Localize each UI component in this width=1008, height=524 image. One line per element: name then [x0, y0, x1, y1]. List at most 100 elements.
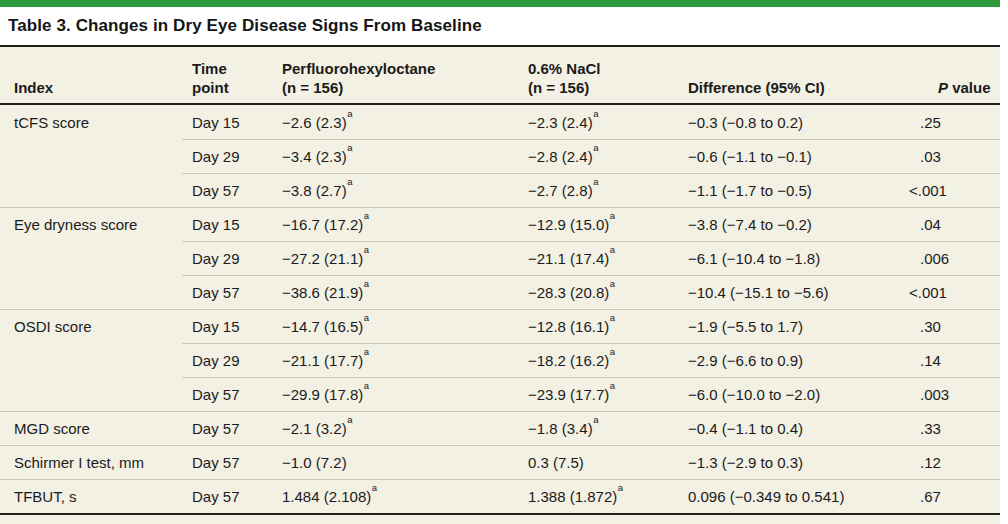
- title-band: Table 3. Changes in Dry Eye Disease Sign…: [0, 7, 1000, 45]
- table-row: Day 29−27.2 (21.1)a−21.1 (17.4)a−6.1 (−1…: [0, 241, 1000, 275]
- footnote-marker: a: [364, 380, 369, 391]
- cell-index: TFBUT, s: [0, 488, 182, 505]
- cell-nacl: −2.8 (2.4)a: [518, 147, 678, 165]
- table-row: Day 57−29.9 (17.8)a−23.9 (17.7)a−6.0 (−1…: [0, 377, 1000, 411]
- table-row: Day 57−3.8 (2.7)a−2.7 (2.8)a−1.1 (−1.7 t…: [0, 173, 1000, 207]
- group-separator-rule: [0, 309, 1000, 310]
- cell-diff: −2.9 (−6.6 to 0.9): [678, 352, 910, 369]
- footnote-marker: a: [610, 210, 615, 221]
- cell-p: <.001: [899, 284, 1000, 301]
- table-row: Day 57−38.6 (21.9)a−28.3 (20.8)a−10.4 (−…: [0, 275, 1000, 309]
- column-header-index: Index: [0, 79, 182, 103]
- group-separator-rule: [0, 207, 1000, 208]
- cell-diff: −0.3 (−0.8 to 0.2): [678, 114, 910, 131]
- column-header-diff: Difference (95% CI): [678, 79, 910, 103]
- cell-nacl: −21.1 (17.4)a: [518, 249, 678, 267]
- cell-time: Day 15: [182, 318, 272, 335]
- footnote-marker: a: [610, 278, 615, 289]
- table-row: TFBUT, sDay 571.484 (2.108)a1.388 (1.872…: [0, 479, 1000, 513]
- footnote-marker: a: [364, 278, 369, 289]
- cell-p: .25: [910, 114, 1000, 131]
- cell-diff: −6.1 (−10.4 to −1.8): [678, 250, 910, 267]
- cell-time: Day 57: [182, 182, 272, 199]
- table-row: Schirmer I test, mmDay 57−1.0 (7.2)0.3 (…: [0, 445, 1000, 479]
- column-header-p: P value: [910, 79, 1000, 103]
- cell-drug: −1.0 (7.2): [272, 454, 518, 471]
- footnote-marker: a: [347, 142, 352, 153]
- footnote-marker: a: [593, 108, 598, 119]
- cell-time: Day 15: [182, 114, 272, 131]
- cell-diff: −0.4 (−1.1 to 0.4): [678, 420, 910, 437]
- cell-diff: −1.9 (−5.5 to 1.7): [678, 318, 910, 335]
- cell-p: .003: [910, 386, 1000, 403]
- cell-diff: −6.0 (−10.0 to −2.0): [678, 386, 910, 403]
- cell-drug: −2.6 (2.3)a: [272, 113, 518, 131]
- cell-drug: −3.4 (2.3)a: [272, 147, 518, 165]
- cell-drug: −27.2 (21.1)a: [272, 249, 518, 267]
- row-separator-rule: [182, 139, 1000, 140]
- cell-p: .006: [910, 250, 1000, 267]
- footnote-marker: a: [593, 414, 598, 425]
- cell-nacl: −28.3 (20.8)a: [518, 283, 678, 301]
- column-header-time: Time point: [182, 60, 272, 103]
- cell-drug: −29.9 (17.8)a: [272, 385, 518, 403]
- cell-nacl: −12.9 (15.0)a: [518, 215, 678, 233]
- cell-nacl: −2.3 (2.4)a: [518, 113, 678, 131]
- footnote-marker: a: [618, 482, 623, 493]
- column-header-drug: Perfluorohexyloctane (n = 156): [272, 60, 518, 103]
- cell-index: tCFS score: [0, 114, 182, 131]
- cell-diff: −1.3 (−2.9 to 0.3): [678, 454, 910, 471]
- footnote-marker: a: [372, 482, 377, 493]
- cell-time: Day 29: [182, 250, 272, 267]
- row-separator-rule: [182, 275, 1000, 276]
- accent-bar: [0, 0, 1000, 7]
- group-separator-rule: [0, 445, 1000, 446]
- cell-p: .67: [910, 488, 1000, 505]
- footnote-marker: a: [610, 380, 615, 391]
- table-row: tCFS scoreDay 15−2.6 (2.3)a−2.3 (2.4)a−0…: [0, 105, 1000, 139]
- footnote-marker: a: [364, 312, 369, 323]
- cell-p: .12: [910, 454, 1000, 471]
- cell-time: Day 57: [182, 420, 272, 437]
- row-separator-rule: [182, 377, 1000, 378]
- column-header-nacl: 0.6% NaCl (n = 156): [518, 60, 678, 103]
- table-row: MGD scoreDay 57−2.1 (3.2)a−1.8 (3.4)a−0.…: [0, 411, 1000, 445]
- table-row: Eye dryness scoreDay 15−16.7 (17.2)a−12.…: [0, 207, 1000, 241]
- cell-diff: 0.096 (−0.349 to 0.541): [678, 488, 910, 505]
- cell-drug: 1.484 (2.108)a: [272, 487, 518, 505]
- cell-time: Day 15: [182, 216, 272, 233]
- cell-nacl: −23.9 (17.7)a: [518, 385, 678, 403]
- cell-index: Schirmer I test, mm: [0, 454, 182, 471]
- cell-drug: −2.1 (3.2)a: [272, 419, 518, 437]
- cell-nacl: −1.8 (3.4)a: [518, 419, 678, 437]
- cell-index: OSDI score: [0, 318, 182, 335]
- table-title: Table 3. Changes in Dry Eye Disease Sign…: [8, 16, 482, 36]
- cell-nacl: 1.388 (1.872)a: [518, 487, 678, 505]
- table-bottom-rule: [0, 513, 1000, 515]
- cell-p: .04: [910, 216, 1000, 233]
- table-row: OSDI scoreDay 15−14.7 (16.5)a−12.8 (16.1…: [0, 309, 1000, 343]
- cell-p: .33: [910, 420, 1000, 437]
- cell-drug: −38.6 (21.9)a: [272, 283, 518, 301]
- row-separator-rule: [182, 343, 1000, 344]
- cell-drug: −3.8 (2.7)a: [272, 181, 518, 199]
- cell-nacl: −12.8 (16.1)a: [518, 317, 678, 335]
- footnote-marker: a: [364, 210, 369, 221]
- data-table: IndexTime pointPerfluorohexyloctane (n =…: [0, 47, 1000, 524]
- footnote-marker: a: [347, 176, 352, 187]
- footnote-marker: a: [347, 414, 352, 425]
- cell-p: .30: [910, 318, 1000, 335]
- cell-drug: −21.1 (17.7)a: [272, 351, 518, 369]
- footnote-marker: a: [593, 142, 598, 153]
- cell-diff: −10.4 (−15.1 to −5.6): [678, 284, 910, 301]
- table-row: Day 29−21.1 (17.7)a−18.2 (16.2)a−2.9 (−6…: [0, 343, 1000, 377]
- cell-diff: −0.6 (−1.1 to −0.1): [678, 148, 910, 165]
- cell-nacl: −18.2 (16.2)a: [518, 351, 678, 369]
- cell-index: Eye dryness score: [0, 216, 182, 233]
- row-separator-rule: [182, 173, 1000, 174]
- table-header-row: IndexTime pointPerfluorohexyloctane (n =…: [0, 47, 1000, 105]
- footnote-marker: a: [610, 244, 615, 255]
- cell-p: <.001: [899, 182, 1000, 199]
- table-figure: Table 3. Changes in Dry Eye Disease Sign…: [0, 0, 1008, 524]
- footnote-marker: a: [593, 176, 598, 187]
